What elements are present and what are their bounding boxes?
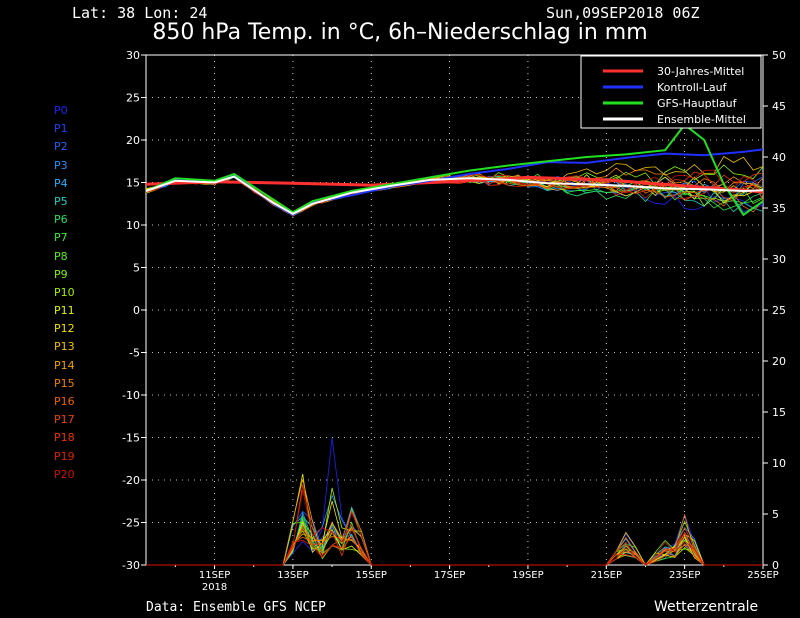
member-label-p18: P18 <box>54 431 75 445</box>
y-tick-label: -15 <box>122 432 140 445</box>
y-tick-label: 15 <box>126 177 140 190</box>
member-label-p6: P6 <box>54 213 68 227</box>
legend-label: Kontroll-Lauf <box>657 81 728 94</box>
precip-member-line <box>146 517 763 566</box>
y-tick-label: 0 <box>133 304 140 317</box>
member-label-p1: P1 <box>54 122 68 136</box>
y-right-tick-label: 20 <box>772 355 786 368</box>
x-tick-label: 23SEP <box>669 570 700 581</box>
member-label-p15: P15 <box>54 376 75 390</box>
x-tick-label: 2018 <box>202 582 227 593</box>
member-label-p8: P8 <box>54 249 68 263</box>
member-label-p0: P0 <box>54 104 68 117</box>
run-time-label: Sun,09SEP2018 06Z <box>546 4 700 22</box>
precip-member-line <box>146 519 763 566</box>
precip-member-line <box>146 510 763 566</box>
y-tick-label: 5 <box>133 262 140 275</box>
member-label-p10: P10 <box>54 285 75 299</box>
member-label-p12: P12 <box>54 322 75 336</box>
member-label-p2: P2 <box>54 140 68 154</box>
precip-member-line <box>146 521 763 566</box>
y-right-tick-label: 35 <box>772 202 786 215</box>
member-label-p20: P20 <box>54 467 75 481</box>
y-tick-label: 30 <box>126 49 140 62</box>
y-right-tick-label: 10 <box>772 457 786 470</box>
legend-label: 30-Jahres-Mittel <box>657 65 744 78</box>
precip-member-line <box>146 509 763 566</box>
y-right-tick-label: 25 <box>772 304 786 317</box>
series-line-0 <box>145 175 764 194</box>
y-right-tick-label: 5 <box>772 508 779 521</box>
member-label-p17: P17 <box>54 413 75 427</box>
precip-member-line <box>146 500 763 566</box>
y-right-tick-label: 45 <box>772 100 786 113</box>
y-right-tick-label: 15 <box>772 406 786 419</box>
legend-box <box>580 55 762 129</box>
y-tick-label: -20 <box>122 474 140 487</box>
x-tick-label: 21SEP <box>591 570 622 581</box>
x-tick-label: 17SEP <box>434 570 465 581</box>
x-tick-label: 13SEP <box>277 570 308 581</box>
ensemble-member-list: P0 P1 P2 P3 P4 P5 P6 P7 P8 P9 P10 P11 P12 P13 P14 P15 P1… <box>54 102 94 484</box>
member-label-p11: P11 <box>54 304 75 318</box>
member-label-p9: P9 <box>54 267 68 281</box>
legend-label: GFS-Hauptlauf <box>657 97 738 110</box>
member-label-p3: P3 <box>54 158 68 172</box>
member-label-p19: P19 <box>54 449 75 463</box>
coords-label: Lat: 38 Lon: 24 <box>72 4 208 22</box>
series-line-3 <box>145 175 764 216</box>
chart-title: 850 hPa Temp. in °C, 6h–Niederschlag in … <box>152 20 648 45</box>
y-right-tick-label: 0 <box>772 559 779 572</box>
x-tick-label: 19SEP <box>512 570 543 581</box>
member-label-p7: P7 <box>54 231 68 245</box>
ensemble-member-line <box>145 167 764 216</box>
y-tick-label: -30 <box>122 559 140 572</box>
y-tick-label: -5 <box>129 347 140 360</box>
y-tick-label: -25 <box>122 517 140 530</box>
legend-label: Ensemble-Mittel <box>657 113 746 126</box>
y-tick-label: 25 <box>126 92 140 105</box>
member-label-p13: P13 <box>54 340 75 354</box>
plot-frame <box>145 54 764 566</box>
x-tick-label: 15SEP <box>356 570 387 581</box>
member-label-p14: P14 <box>54 358 75 372</box>
y-right-tick-label: 30 <box>772 253 786 266</box>
member-label-p16: P16 <box>54 395 75 408</box>
member-label-p5: P5 <box>54 194 68 208</box>
series-line-2 <box>145 123 764 217</box>
y-tick-label: -10 <box>122 389 140 402</box>
x-tick-label: 25SEP <box>747 570 778 581</box>
y-right-tick-label: 50 <box>772 49 786 62</box>
member-label-p4: P4 <box>54 176 68 190</box>
x-tick-label: 11SEP <box>199 570 230 581</box>
y-tick-label: 10 <box>126 219 140 232</box>
y-right-tick-label: 40 <box>772 151 786 164</box>
y-tick-label: 20 <box>126 134 140 147</box>
precip-member-line <box>146 489 763 566</box>
data-source-label: Data: Ensemble GFS NCEP <box>146 600 327 615</box>
precip-member-line <box>146 521 763 566</box>
brand-label: Wetterzentrale <box>654 599 759 615</box>
